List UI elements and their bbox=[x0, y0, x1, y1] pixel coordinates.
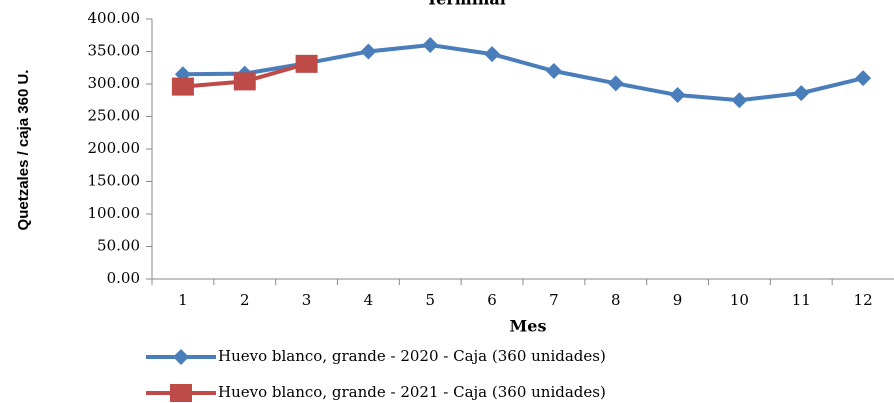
y-tick-label: 50.00 bbox=[97, 237, 140, 255]
x-tick-label: 3 bbox=[302, 291, 312, 309]
x-tick-label: 10 bbox=[730, 291, 749, 309]
y-tick-label: 0.00 bbox=[107, 269, 140, 287]
y-tick-label: 100.00 bbox=[88, 204, 141, 222]
data-point bbox=[855, 70, 872, 87]
data-point bbox=[233, 72, 256, 91]
data-point bbox=[793, 85, 810, 102]
chart-title: Terminal bbox=[426, 0, 506, 9]
x-tick-label: 12 bbox=[854, 291, 873, 309]
data-point bbox=[422, 37, 439, 53]
y-tick-label: 200.00 bbox=[88, 139, 141, 157]
x-tick-label: 2 bbox=[240, 291, 250, 309]
y-tick-label: 350.00 bbox=[88, 42, 141, 60]
data-point bbox=[669, 87, 686, 104]
x-tick-label: 9 bbox=[673, 291, 683, 309]
x-tick-label: 7 bbox=[549, 291, 559, 309]
x-tick-label: 8 bbox=[611, 291, 621, 309]
data-point bbox=[545, 63, 562, 79]
data-point bbox=[295, 54, 318, 73]
y-axis-title: Quetzales / caja 360 U. bbox=[15, 70, 32, 231]
y-tick-label: 300.00 bbox=[88, 74, 141, 92]
data-point bbox=[731, 92, 748, 109]
y-tick-label: 250.00 bbox=[88, 107, 141, 125]
data-point bbox=[484, 46, 501, 63]
x-tick-label: 5 bbox=[425, 291, 435, 309]
legend-marker bbox=[173, 349, 189, 365]
x-axis-title: Mes bbox=[510, 317, 547, 336]
legend-marker bbox=[170, 384, 192, 402]
data-point bbox=[171, 77, 194, 96]
x-tick-label: 6 bbox=[487, 291, 497, 309]
y-tick-label: 150.00 bbox=[88, 172, 141, 190]
series-line bbox=[182, 42, 864, 103]
legend-label: Huevo blanco, grande - 2020 - Caja (360 … bbox=[218, 347, 606, 365]
x-tick-label: 1 bbox=[178, 291, 188, 309]
legend-label: Huevo blanco, grande - 2021 - Caja (360 … bbox=[218, 383, 606, 401]
y-tick-label: 400.00 bbox=[88, 9, 141, 27]
data-point bbox=[607, 75, 624, 92]
x-tick-label: 4 bbox=[364, 291, 374, 309]
data-point bbox=[360, 43, 377, 60]
x-tick-label: 11 bbox=[792, 291, 811, 309]
